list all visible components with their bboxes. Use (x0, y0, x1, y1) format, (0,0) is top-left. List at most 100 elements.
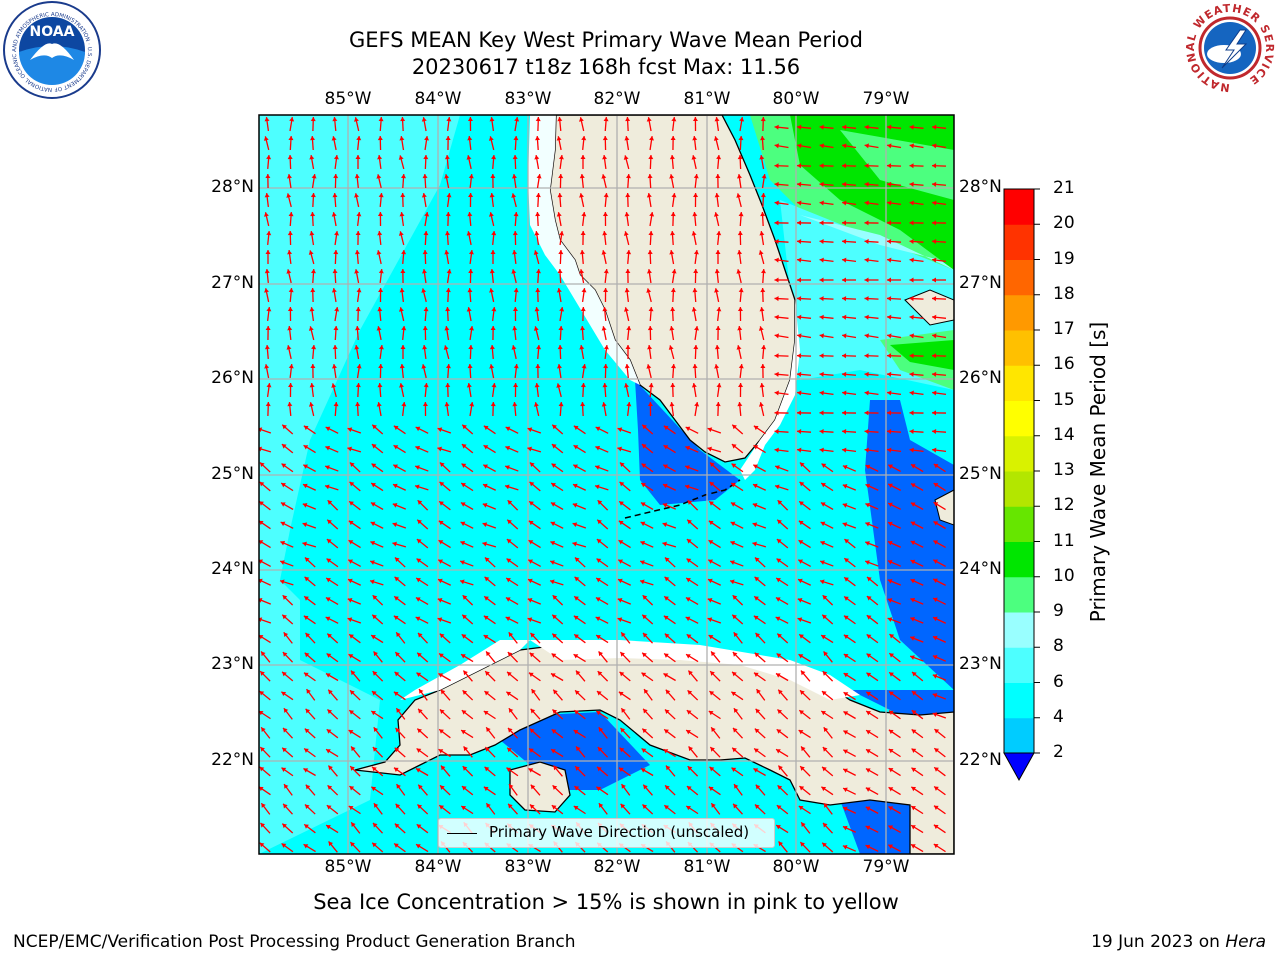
wave-arrow-head (331, 212, 337, 217)
colorbar-tick-label: 10 (1053, 565, 1075, 586)
wave-arrow-head (708, 635, 714, 640)
wave-arrow-head (596, 691, 602, 696)
wave-arrow-head (842, 333, 847, 339)
wave-arrow-head (933, 502, 939, 507)
wave-arrow-head (865, 825, 871, 831)
wave-arrow-head (777, 709, 783, 715)
wave-arrow-head (602, 212, 608, 217)
wave-arrow-head (348, 578, 353, 584)
wave-arrow-head (529, 462, 535, 468)
wave-arrow-head (888, 787, 894, 792)
wave-arrow-head (669, 250, 675, 255)
wave-arrow-head (643, 708, 648, 714)
wave-arrow-head (819, 239, 824, 245)
wave-arrow-head (797, 163, 802, 169)
wave-arrow-head (439, 501, 444, 506)
wave-arrow-head (444, 174, 450, 179)
wave-arrow-head (527, 598, 533, 603)
wave-arrow-head (372, 614, 377, 620)
wave-arrow-head (505, 465, 510, 470)
wave-arrow-head (351, 822, 356, 828)
wave-arrow-head (332, 269, 338, 274)
wave-arrow-head (737, 402, 743, 407)
wave-arrow-head (778, 689, 783, 695)
wave-arrow-head (708, 559, 713, 564)
wave-arrow-head (934, 786, 939, 791)
wave-arrow-head (393, 464, 398, 469)
wave-arrow-head (484, 766, 490, 772)
wave-arrow-head (551, 444, 557, 449)
wave-arrow-head (280, 560, 285, 565)
period-8-9-west (259, 115, 460, 660)
wave-arrow-head (663, 615, 669, 621)
wave-arrow-head (286, 174, 292, 179)
wave-arrow-head (463, 746, 469, 752)
wave-arrow-head (819, 124, 824, 130)
wave-arrow-head (302, 503, 308, 508)
map-frame (258, 114, 955, 855)
wave-arrow-head (558, 250, 564, 255)
wave-arrow-head (602, 307, 608, 312)
wave-arrow-head (909, 371, 914, 377)
wave-arrow-head (842, 390, 847, 396)
wave-arrow-head (467, 136, 473, 141)
wave-arrow-head (461, 730, 466, 735)
wave-arrow-head (302, 522, 308, 528)
wave-arrow-head (558, 155, 564, 160)
wave-arrow-head (513, 383, 519, 388)
wave-arrow-head (596, 539, 602, 544)
wave-arrow-head (641, 672, 647, 678)
wave-arrow-head (512, 402, 518, 407)
wave-arrow-head (710, 747, 715, 752)
wave-arrow-head (508, 632, 514, 638)
wave-arrow-head (304, 576, 310, 582)
wave-arrow-head (711, 727, 716, 733)
wave-arrow-head (491, 231, 497, 236)
wave-arrow-head (534, 383, 540, 388)
wave-arrow-head (819, 333, 824, 339)
colorbar-segment (1004, 189, 1034, 225)
wave-arrow-head (356, 212, 362, 217)
wave-arrow-head (911, 729, 917, 734)
wave-arrow-head (461, 444, 467, 449)
wave-arrow-head (640, 579, 645, 585)
wave-arrow-head (573, 425, 579, 431)
wave-arrow-head (624, 383, 629, 388)
wave-arrow-head (266, 383, 272, 388)
wave-arrow-head (489, 288, 494, 293)
wave-arrow-head (417, 804, 423, 810)
sea-ice-note: Sea Ice Concentration > 15% is shown in … (313, 890, 899, 914)
wave-arrow-head (800, 842, 805, 847)
wave-arrow-head (774, 447, 779, 453)
wave-arrow-head (864, 371, 869, 377)
wave-arrow-head (259, 520, 264, 526)
wave-arrow-head (288, 364, 294, 369)
wave-arrow-head (708, 520, 714, 526)
colorbar-segment (1004, 471, 1034, 507)
wave-arrow-head (486, 727, 491, 733)
wave-arrow-head (619, 501, 624, 506)
wave-arrow-head (865, 541, 870, 546)
lat-label-right: 23°N (959, 654, 1002, 674)
wave-arrow-head (626, 250, 632, 255)
wave-arrow-head (909, 447, 914, 453)
wave-arrow-head (800, 670, 806, 676)
wave-arrow-head (887, 540, 893, 546)
wave-arrow-head (714, 193, 720, 198)
wave-arrow-head (530, 708, 536, 714)
wave-arrow-head (573, 806, 579, 811)
wave-arrow-head (933, 616, 938, 622)
wave-arrow-head (416, 558, 422, 563)
wave-arrow-head (372, 822, 378, 828)
wave-arrow-head (304, 824, 309, 829)
wave-arrow-head (662, 522, 668, 528)
wave-arrow-head (909, 277, 914, 283)
wave-arrow-head (466, 307, 472, 312)
wave-arrow-head (259, 462, 265, 468)
wave-arrow-head (670, 364, 676, 369)
wave-arrow-head (310, 136, 316, 141)
wave-arrow-head (283, 803, 288, 809)
wave-arrow-head (864, 447, 869, 453)
wave-arrow-head (760, 288, 766, 293)
wave-arrow-head (468, 174, 474, 179)
